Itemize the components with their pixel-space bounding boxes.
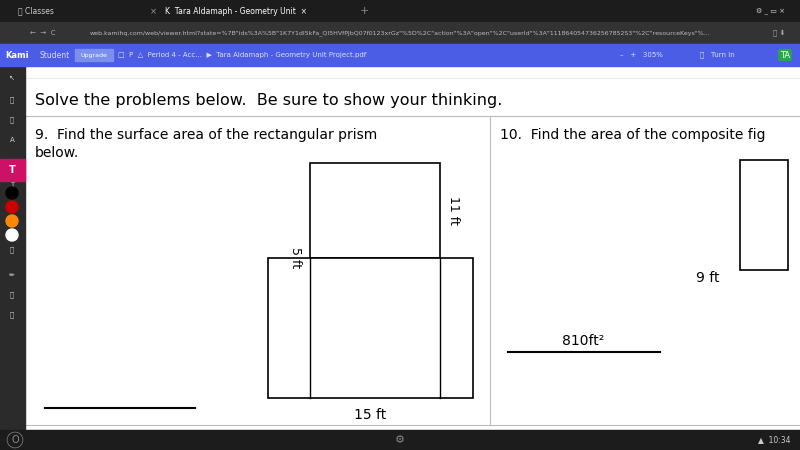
Text: T: T	[10, 182, 14, 188]
Text: ×: ×	[150, 6, 160, 15]
Text: web.kamihq.com/web/viewer.html?state=%7B"ids%3A%5B"1K7Y1dI5kFa_QI5HVfPJbQ07f0123: web.kamihq.com/web/viewer.html?state=%7B…	[90, 30, 710, 36]
Text: +: +	[360, 6, 370, 16]
Circle shape	[6, 215, 18, 227]
Circle shape	[6, 229, 18, 241]
Text: ⊞: ⊞	[9, 162, 15, 168]
Text: 9 ft: 9 ft	[697, 271, 720, 285]
Text: Student: Student	[40, 50, 70, 59]
Text: 🔒: 🔒	[10, 97, 14, 104]
Text: 💬: 💬	[10, 117, 14, 123]
Circle shape	[6, 201, 18, 213]
Bar	[0, 66, 25, 450]
Bar	[0, 430, 800, 450]
Text: –   +   305%: – + 305%	[620, 52, 663, 58]
Bar	[268, 258, 473, 398]
Text: K  Tara Aldamaph - Geometry Unit  ×: K Tara Aldamaph - Geometry Unit ×	[165, 6, 307, 15]
Text: 11 ft: 11 ft	[447, 196, 460, 225]
Text: 5 ft: 5 ft	[289, 248, 302, 269]
Bar	[25, 66, 800, 428]
Text: A: A	[10, 137, 14, 143]
Circle shape	[6, 187, 18, 199]
Text: Solve the problems below.  Be sure to show your thinking.: Solve the problems below. Be sure to sho…	[35, 93, 502, 108]
Bar	[0, 44, 800, 66]
Text: TA: TA	[780, 50, 790, 59]
Text: ⤓   Turn In: ⤓ Turn In	[700, 52, 734, 58]
Text: 🖼 Classes: 🖼 Classes	[18, 6, 54, 15]
Text: 9.  Find the surface area of the rectangular prism: 9. Find the surface area of the rectangu…	[35, 128, 378, 142]
Text: 810ft²: 810ft²	[562, 334, 604, 348]
Text: ↖: ↖	[9, 75, 15, 81]
Text: Upgrade: Upgrade	[81, 53, 107, 58]
Text: 12.  Which of the following formulas: 12. Which of the following formulas	[500, 433, 750, 447]
Text: ⚙: ⚙	[395, 435, 405, 445]
Bar	[0, 159, 25, 181]
Text: 10.  Find the area of the composite fig: 10. Find the area of the composite fig	[500, 128, 766, 142]
Text: 🔒: 🔒	[10, 312, 14, 318]
Text: 🖼: 🖼	[10, 292, 14, 298]
Text: Kami: Kami	[5, 50, 29, 59]
Text: 💬: 💬	[10, 247, 14, 253]
Text: ⭐ ⬇: ⭐ ⬇	[773, 30, 785, 36]
Text: T: T	[9, 165, 15, 175]
Text: 11.  What is the missing width of the object below, if: 11. What is the missing width of the obj…	[35, 433, 401, 447]
Text: ✏: ✏	[9, 272, 15, 278]
Text: ←  →  C: ← → C	[30, 30, 55, 36]
Bar	[75, 49, 113, 61]
Text: below.: below.	[35, 146, 79, 160]
Text: ✏: ✏	[9, 222, 15, 228]
Text: O: O	[11, 435, 19, 445]
Bar	[310, 163, 440, 258]
Bar	[0, 0, 800, 22]
Text: ▲  10:34: ▲ 10:34	[758, 436, 790, 445]
Bar	[740, 160, 788, 270]
Text: □  P  △  Period 4 - Acc...  ▶  Tara Aldamaph - Geometry Unit Project.pdf: □ P △ Period 4 - Acc... ▶ Tara Aldamaph …	[118, 52, 366, 58]
Text: 15 ft: 15 ft	[354, 408, 386, 422]
Bar	[0, 22, 800, 44]
Text: ✛: ✛	[9, 202, 15, 208]
Text: ⚙ _ ▭ ×: ⚙ _ ▭ ×	[756, 8, 785, 14]
